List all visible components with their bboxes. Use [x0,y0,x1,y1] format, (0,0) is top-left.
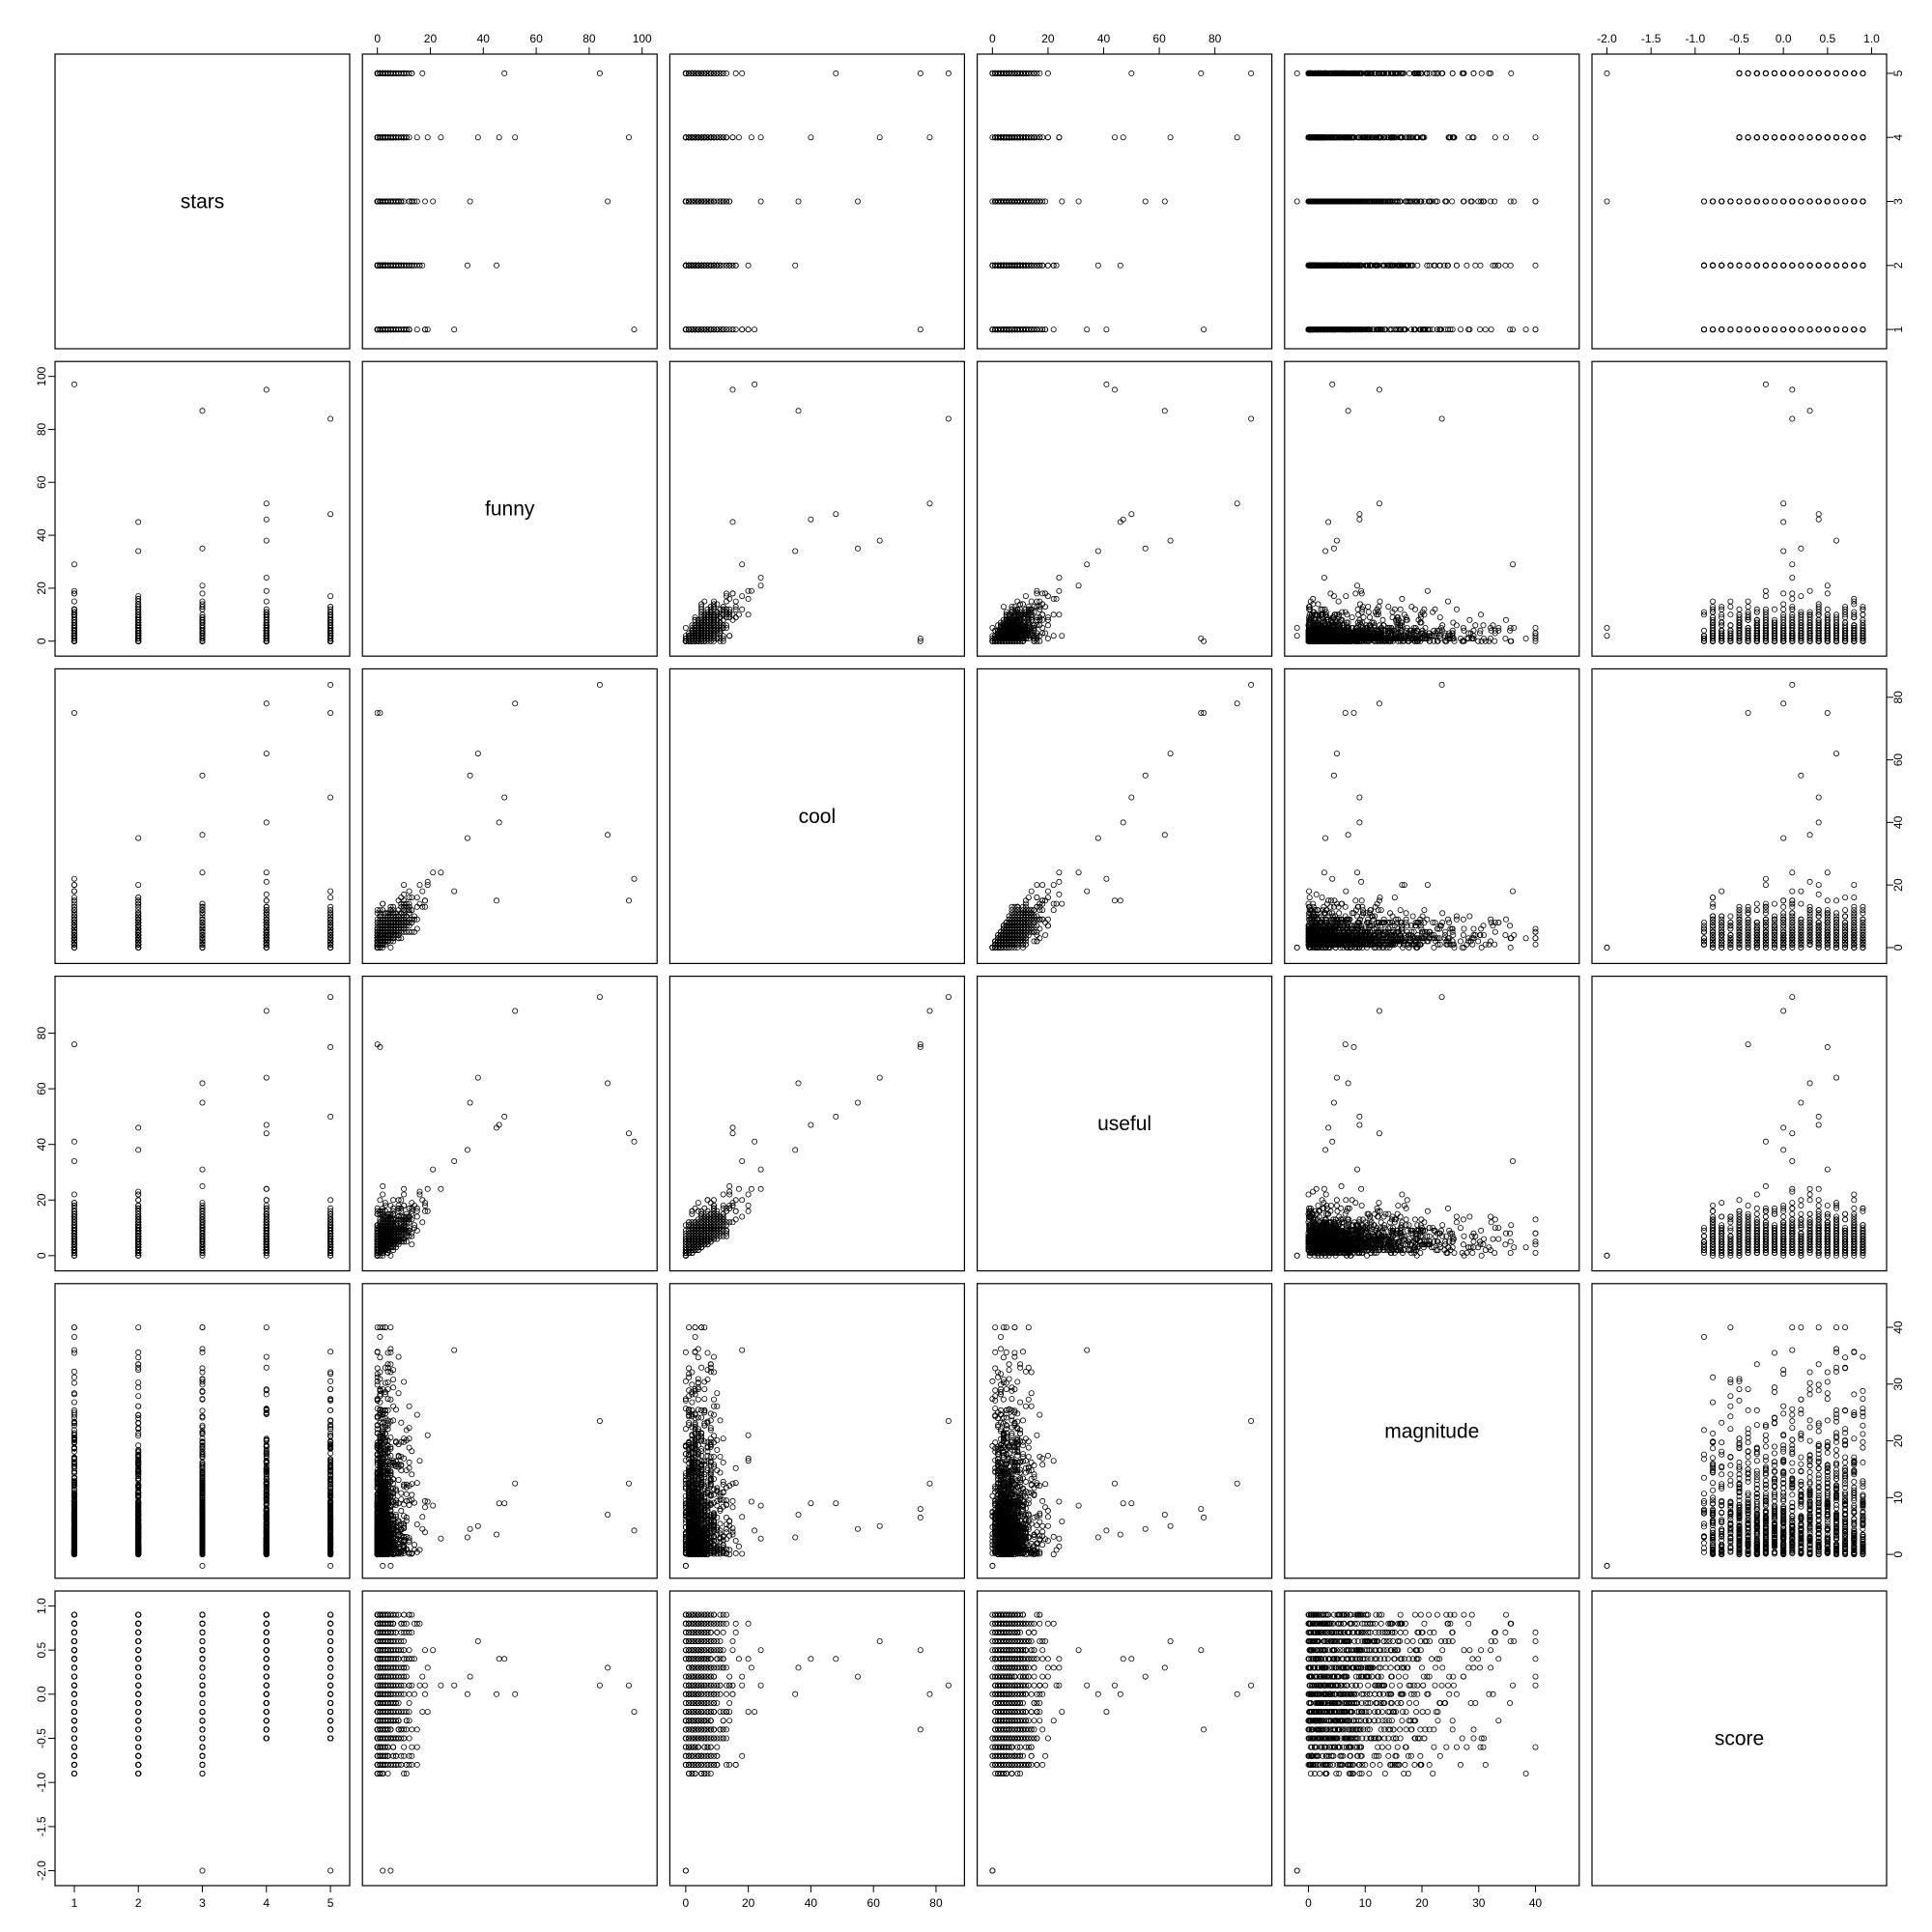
panel-cool-vs-stars [55,668,350,963]
panel-useful-vs-score [1592,977,1887,1271]
panel-stars-vs-useful [978,54,1272,349]
panel-useful-vs-stars [55,977,350,1271]
points-stars-vs-funny [375,71,637,331]
data-point [431,199,436,204]
panel-score-vs-cool [669,1591,964,1886]
data-point [420,71,425,75]
data-point [425,135,430,140]
panel-useful-vs-cool [669,977,964,1271]
panel-cool-vs-score [1592,668,1887,963]
matrix-panels [55,54,1887,1886]
panel-cool-vs-useful [978,668,1272,963]
data-point [414,327,419,332]
panel-stars-vs-cool [669,54,964,349]
matrix-points [71,71,1865,1873]
panel-score-vs-useful [978,1591,1272,1886]
